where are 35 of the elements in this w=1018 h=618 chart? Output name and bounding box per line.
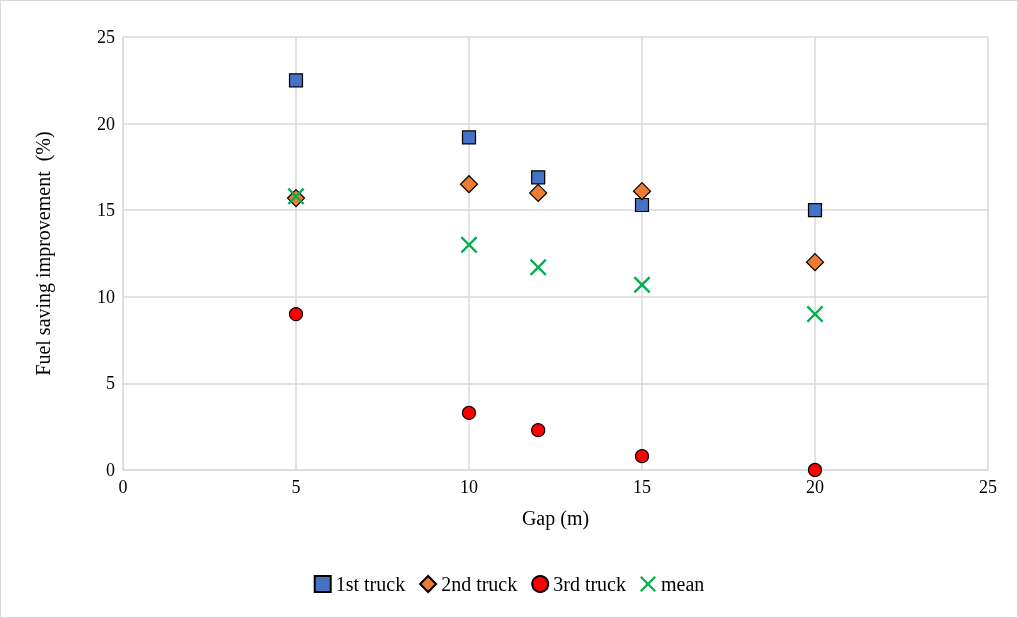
point — [633, 276, 651, 294]
point — [531, 170, 546, 185]
x-tick-label: 15 — [633, 477, 651, 497]
point — [529, 183, 548, 202]
x-axis-title: Gap (m) — [521, 507, 590, 530]
legend-label: mean — [660, 573, 705, 595]
legend-label: 2nd truck — [441, 573, 518, 595]
y-tick-label: 25 — [97, 27, 115, 47]
y-tick-label: 5 — [106, 373, 115, 394]
y-tick-label: 20 — [97, 113, 115, 134]
point — [529, 258, 547, 276]
x-tick-label: 20 — [806, 477, 824, 497]
point — [288, 307, 304, 322]
point — [634, 449, 650, 464]
point — [806, 305, 824, 323]
point — [805, 253, 825, 272]
legend-label: 1st truck — [335, 573, 406, 595]
point — [461, 130, 477, 145]
point — [460, 236, 478, 254]
y-axis-title: Fuel saving improvement (%) — [32, 131, 55, 376]
x-tick-label: 25 — [979, 477, 997, 497]
legend-label: 3rd truck — [553, 573, 626, 595]
point — [288, 73, 304, 88]
y-tick-label: 0 — [106, 460, 115, 480]
point — [531, 423, 546, 438]
point — [807, 462, 823, 478]
x-tick-label: 10 — [460, 477, 478, 497]
point — [632, 182, 652, 201]
y-tick-label: 15 — [97, 200, 115, 221]
point — [459, 175, 479, 194]
point — [634, 197, 650, 213]
point — [807, 203, 823, 218]
x-tick-label: 5 — [291, 477, 301, 497]
y-tick-label: 10 — [97, 286, 115, 307]
point — [461, 405, 477, 420]
